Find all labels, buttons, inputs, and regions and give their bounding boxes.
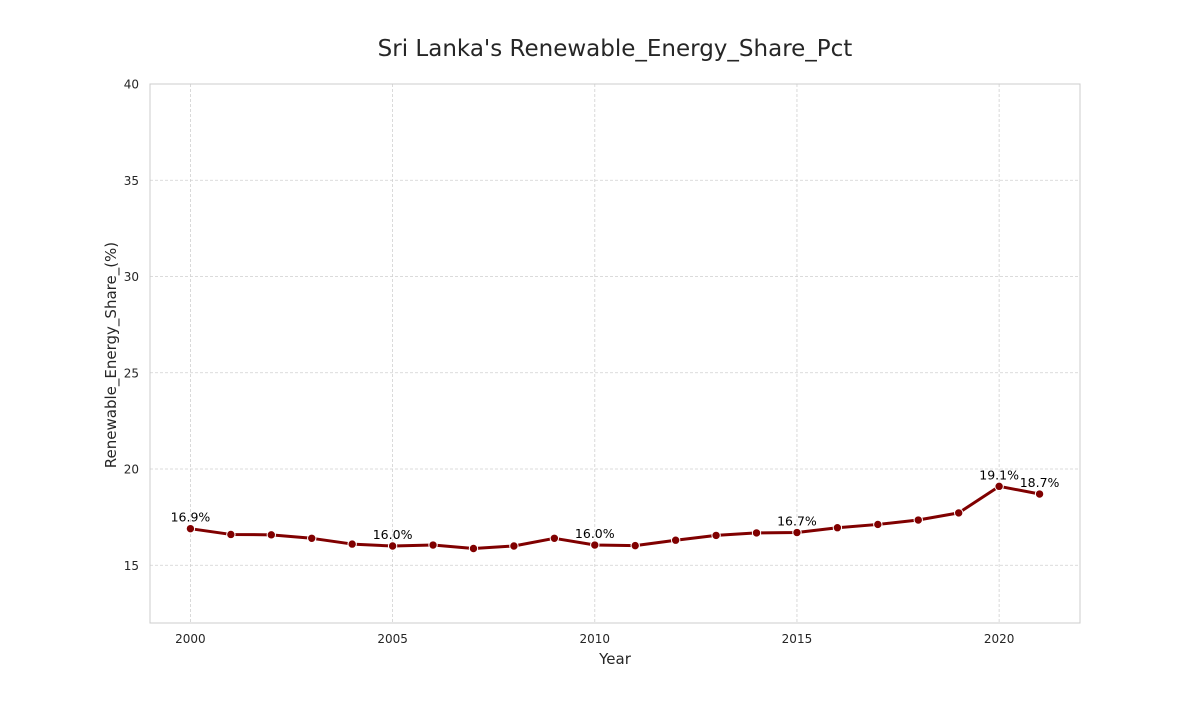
x-tick-label: 2020: [984, 632, 1015, 646]
grid-lines: [150, 83, 1080, 623]
data-point: [307, 533, 317, 543]
data-label: 16.7%: [777, 514, 817, 529]
data-point: [185, 523, 196, 534]
data-point: [549, 533, 560, 543]
data-point: [347, 539, 357, 549]
data-label: 19.1%: [979, 467, 1019, 482]
axis-ticks: 2000 2005 2010 2015 2020 15 20 25 30 35 40: [124, 78, 1015, 647]
x-axis-label: Year: [598, 650, 632, 668]
x-tick-label: 2005: [377, 632, 408, 646]
x-tick-label: 2000: [175, 632, 206, 646]
data-point: [468, 543, 479, 554]
data-point: [590, 540, 600, 550]
data-label: 18.7%: [1020, 475, 1060, 490]
data-point: [792, 527, 802, 538]
data-point: [873, 519, 883, 530]
data-point: [953, 508, 964, 518]
y-tick-label: 15: [124, 559, 139, 573]
series-layer: [185, 481, 1045, 554]
data-label: 16.9%: [171, 510, 211, 525]
x-tick-label: 2015: [782, 632, 813, 646]
chart-title: Sri Lanka's Renewable_Energy_Share_Pct: [378, 36, 853, 62]
data-point: [387, 541, 398, 551]
y-tick-label: 35: [124, 174, 139, 188]
plot-area-frame: [149, 83, 1081, 624]
y-tick-label: 40: [124, 78, 139, 92]
data-point: [994, 481, 1004, 492]
data-point: [913, 515, 923, 525]
data-point: [509, 541, 519, 551]
y-axis-label: Renewable_Energy_Share_(%): [102, 242, 121, 468]
annotations: 16.9% 16.0% 16.0% 16.7% 19.1%18.7%: [171, 467, 1060, 542]
data-point: [226, 529, 236, 540]
data-point: [751, 528, 762, 538]
y-tick-label: 25: [124, 366, 139, 380]
data-label: 16.0%: [575, 526, 615, 541]
data-point: [670, 535, 681, 545]
data-point: [1034, 489, 1045, 499]
series-line: [188, 484, 1042, 550]
data-label: 16.0%: [373, 527, 413, 542]
x-tick-label: 2010: [580, 632, 611, 646]
data-point: [630, 540, 640, 551]
y-tick-label: 30: [124, 270, 139, 284]
data-point: [428, 540, 438, 550]
data-point: [266, 530, 277, 540]
data-point: [832, 523, 843, 533]
data-point: [711, 530, 721, 541]
y-tick-label: 20: [124, 463, 139, 477]
